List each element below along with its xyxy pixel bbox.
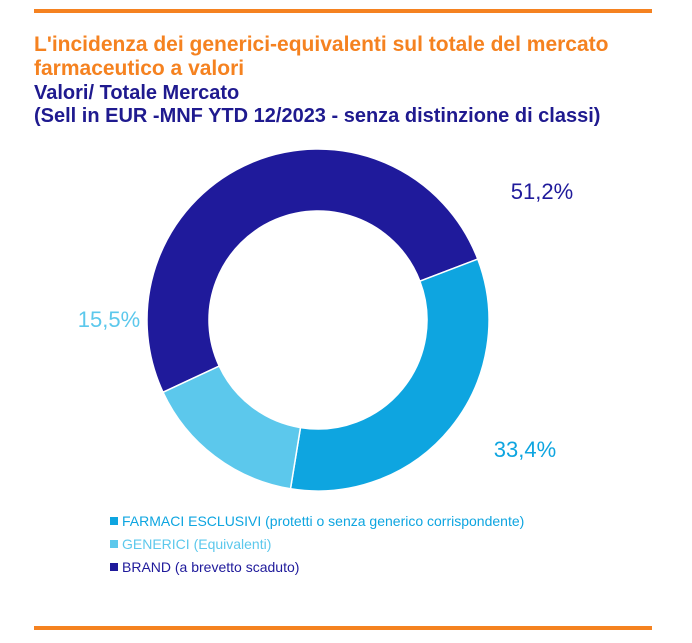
donut-slice-1 <box>146 148 479 394</box>
chart-legend: FARMACI ESCLUSIVI (protetti o senza gene… <box>110 509 524 578</box>
legend-item-1: FARMACI ESCLUSIVI (protetti o senza gene… <box>110 509 524 532</box>
donut-slice-2 <box>289 258 490 492</box>
slice-value-label-1: 51,2% <box>511 179 573 204</box>
chart-subtitle: Valori/ Totale Mercato (Sell in EUR -MNF… <box>34 82 684 128</box>
legend-label-1: FARMACI ESCLUSIVI (protetti o senza gene… <box>122 512 525 529</box>
legend-swatch-2 <box>110 539 118 548</box>
legend-swatch-1 <box>110 516 118 525</box>
top-orange-rule <box>34 9 652 13</box>
chart-title: L'incidenza dei generici-equivalenti sul… <box>34 33 609 80</box>
legend-label-2: GENERICI (Equivalenti) <box>122 535 272 552</box>
legend-item-3: BRAND (a brevetto scaduto) <box>110 555 524 578</box>
donut-slice-3 <box>162 365 302 490</box>
subtitle-line-1: Valori/ Totale Mercato <box>34 82 240 104</box>
slice-value-label-3: 15,5% <box>78 307 140 332</box>
slice-value-label-2: 33,4% <box>494 437 556 462</box>
subtitle-line-2: (Sell in EUR -MNF YTD 12/2023 - senza di… <box>34 105 601 127</box>
donut-chart: 51,2% 33,4% 15,5% <box>78 148 573 492</box>
legend-item-2: GENERICI (Equivalenti) <box>110 532 524 555</box>
legend-label-3: BRAND (a brevetto scaduto) <box>122 558 300 575</box>
legend-swatch-3 <box>110 562 118 571</box>
bottom-orange-rule <box>34 626 652 630</box>
